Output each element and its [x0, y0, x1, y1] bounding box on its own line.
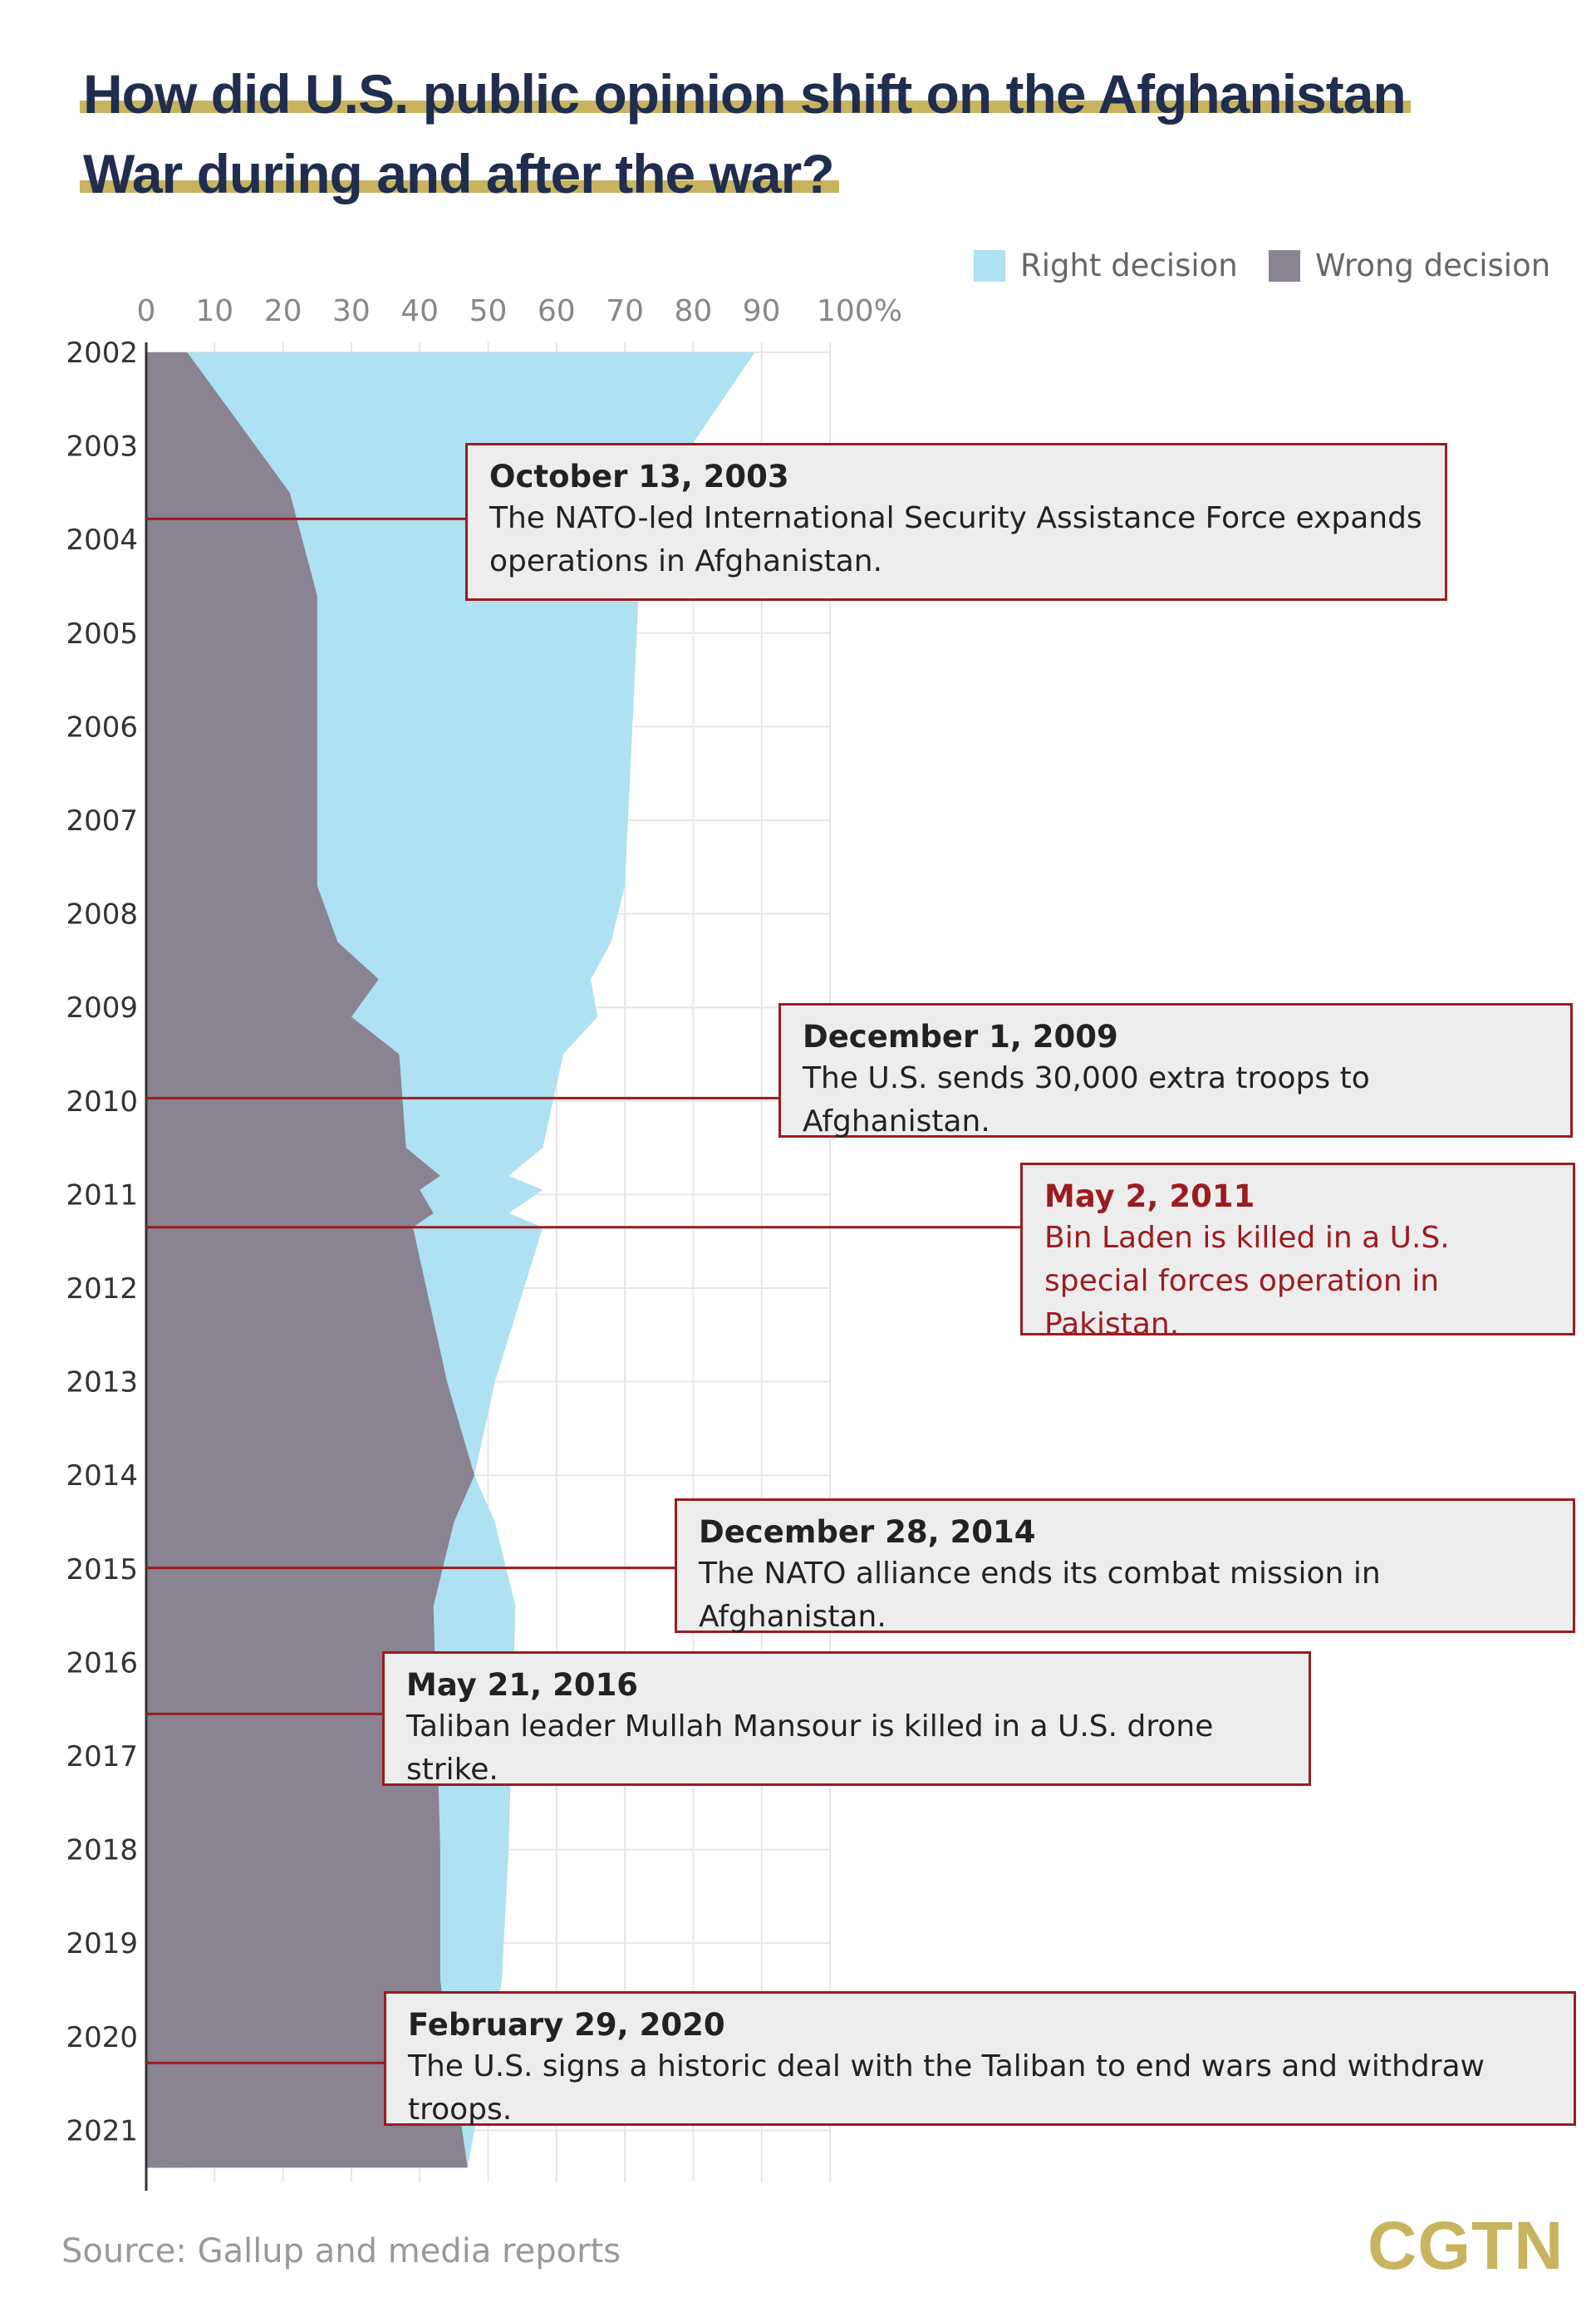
x-tick-label: 90: [743, 294, 781, 328]
event-description: The NATO-led International Security Assi…: [489, 501, 1422, 579]
legend-swatch-right-decision: [974, 249, 1005, 282]
year-label: 2005: [66, 617, 138, 651]
year-label: 2002: [66, 337, 138, 370]
year-label: 2020: [66, 2021, 138, 2054]
event-description: Taliban leader Mullah Mansour is killed …: [406, 1709, 1214, 1788]
legend-label-wrong-decision: Wrong decision: [1315, 248, 1551, 283]
area-series: [146, 352, 783, 2168]
legend-item-wrong-decision: Wrong decision: [1269, 248, 1550, 283]
year-label: 2012: [66, 1272, 138, 1306]
cgtn-logo: CGTN: [1368, 2208, 1564, 2284]
event-date: December 1, 2009: [803, 1019, 1118, 1055]
year-label: 2014: [66, 1459, 138, 1493]
event-box-may-2016: May 21, 2016 Taliban leader Mullah Manso…: [382, 1651, 1311, 1787]
year-label: 2007: [66, 804, 138, 838]
year-label: 2006: [66, 711, 138, 744]
x-tick-label: 40: [400, 294, 439, 328]
legend-item-right-decision: Right decision: [974, 248, 1238, 283]
year-label: 2017: [66, 1740, 138, 1773]
source-note: Source: Gallup and media reports: [61, 2232, 621, 2270]
event-box-may-2011: May 2, 2011 Bin Laden is killed in a U.S…: [1020, 1163, 1575, 1341]
event-date: December 28, 2014: [699, 1514, 1036, 1550]
year-label: 2016: [66, 1646, 138, 1680]
x-tick-label: 80: [674, 294, 712, 328]
year-label: 2013: [66, 1366, 138, 1399]
event-description: The NATO alliance ends its combat missio…: [699, 1557, 1381, 1635]
event-box-oct-2003: October 13, 2003 The NATO-led Internatio…: [465, 443, 1447, 601]
x-tick-label: 60: [538, 294, 576, 328]
event-date: February 29, 2020: [408, 2007, 725, 2043]
x-tick-label: 70: [606, 294, 644, 328]
year-label: 2018: [66, 1834, 138, 1867]
x-tick-label: 0: [137, 294, 156, 328]
year-label: 2010: [66, 1085, 138, 1119]
legend-label-right-decision: Right decision: [1020, 248, 1238, 283]
event-box-dec-2014: December 28, 2014 The NATO alliance ends…: [675, 1498, 1575, 1634]
chart-title-line-2: War during and after the war?: [80, 146, 839, 201]
event-description: The U.S. signs a historic deal with the …: [408, 2049, 1485, 2127]
year-label: 2021: [66, 2114, 138, 2147]
event-description: Bin Laden is killed in a U.S. special fo…: [1044, 1221, 1450, 1342]
event-date: October 13, 2003: [489, 459, 789, 494]
year-label: 2008: [66, 898, 138, 932]
event-box-dec-2009: December 1, 2009 The U.S. sends 30,000 e…: [778, 1003, 1573, 1139]
chart-title-line-1: How did U.S. public opinion shift on the…: [80, 66, 1411, 121]
legend-swatch-wrong-decision: [1269, 249, 1300, 282]
event-date: May 2, 2011: [1044, 1178, 1255, 1214]
year-label: 2004: [66, 524, 138, 557]
x-tick-label: 50: [469, 294, 508, 328]
event-box-feb-2020: February 29, 2020 The U.S. signs a histo…: [384, 1991, 1576, 2127]
axes: 0 10 20 30 40 50 60 70 80 90 100% 2002 2003 2004 2005 2…: [66, 294, 902, 2191]
year-label: 2009: [66, 991, 138, 1025]
x-tick-label: 10: [195, 294, 233, 328]
event-connectors: [146, 517, 1020, 2064]
event-description: The U.S. sends 30,000 extra troops to Af…: [803, 1061, 1370, 1139]
year-label: 2015: [66, 1553, 138, 1586]
event-date: May 21, 2016: [406, 1667, 639, 1703]
x-tick-label: 20: [264, 294, 302, 328]
x-tick-label: 30: [332, 294, 371, 328]
year-label: 2003: [66, 430, 138, 464]
x-tick-label: 100%: [817, 294, 902, 328]
year-label: 2011: [66, 1178, 138, 1212]
year-label: 2019: [66, 1927, 138, 1960]
